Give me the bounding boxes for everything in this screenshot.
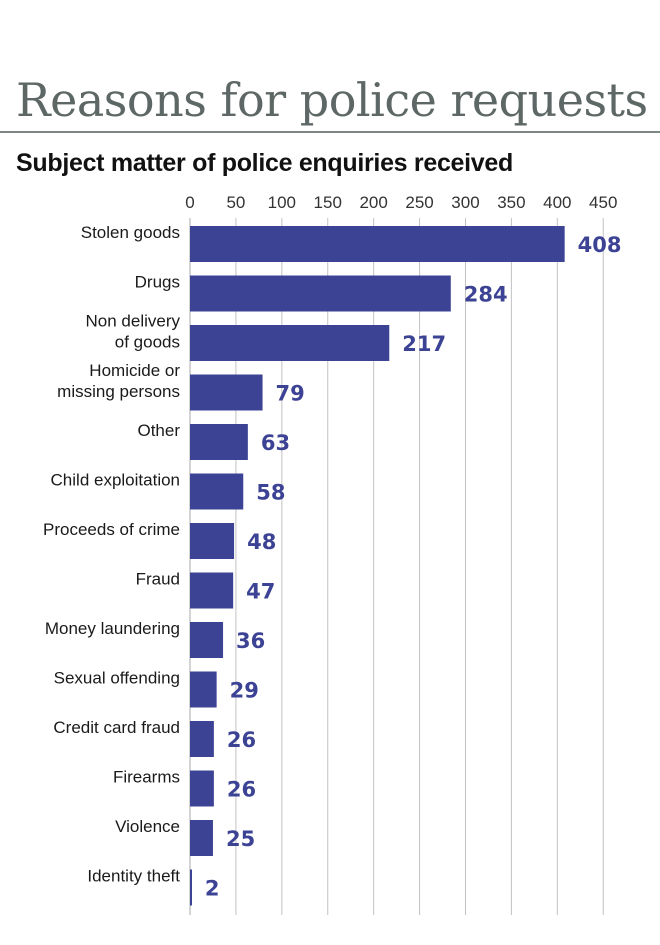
bar <box>190 572 234 609</box>
bar <box>190 820 213 856</box>
category-label: Homicide or <box>89 361 180 380</box>
category-label: Other <box>137 421 180 440</box>
category-label: Identity theft <box>87 867 180 886</box>
category-label: Violence <box>115 817 180 836</box>
bar <box>190 275 451 312</box>
value-label: 26 <box>227 728 256 752</box>
bar <box>190 869 192 906</box>
value-label: 284 <box>464 283 508 307</box>
category-label: Firearms <box>113 768 180 787</box>
category-label: Non delivery <box>86 312 181 331</box>
value-label: 217 <box>402 332 446 356</box>
category-label: Money laundering <box>45 619 180 638</box>
x-tick-label: 150 <box>314 193 342 212</box>
category-label: Sexual offending <box>54 669 180 688</box>
bar <box>190 523 235 559</box>
value-label: 47 <box>246 580 275 604</box>
bar <box>190 770 214 807</box>
x-tick-label: 350 <box>497 193 525 212</box>
value-label: 63 <box>261 431 290 455</box>
x-axis-ticks: 0 50 100 150 200 250 300 350 400 450 <box>185 193 617 212</box>
x-tick-label: 250 <box>405 193 433 212</box>
x-tick-label: 300 <box>451 193 479 212</box>
value-label: 25 <box>226 827 255 851</box>
bar <box>190 721 214 757</box>
value-label: 36 <box>236 629 265 653</box>
category-label: Credit card fraud <box>53 718 180 737</box>
category-label: missing persons <box>57 382 180 401</box>
category-labels: Stolen goods Drugs Non delivery of goods Hom… <box>43 223 180 886</box>
title-divider <box>0 131 660 133</box>
gridlines <box>189 218 604 915</box>
bar <box>190 473 244 510</box>
value-label: 79 <box>276 382 305 406</box>
value-labels: 408 284 217 79 63 58 48 47 36 29 26 26 25 2 <box>205 233 622 901</box>
bar <box>190 622 224 658</box>
x-tick-label: 0 <box>185 193 194 212</box>
x-tick-label: 50 <box>226 193 245 212</box>
category-label: of goods <box>115 333 180 352</box>
x-tick-label: 200 <box>359 193 387 212</box>
bar <box>190 671 217 708</box>
bar <box>190 374 263 411</box>
bars <box>190 226 565 906</box>
value-label: 26 <box>227 778 256 802</box>
bar <box>190 226 565 262</box>
x-tick-label: 450 <box>589 193 617 212</box>
category-label: Child exploitation <box>51 471 180 490</box>
chart-subtitle: Subject matter of police enquiries recei… <box>16 149 513 177</box>
value-label: 29 <box>230 679 259 703</box>
category-label: Stolen goods <box>81 223 180 242</box>
value-label: 58 <box>256 481 285 505</box>
page-title: Reasons for police requests <box>16 73 648 127</box>
x-tick-label: 400 <box>543 193 571 212</box>
category-label: Fraud <box>136 570 180 589</box>
value-label: 408 <box>578 233 622 257</box>
x-tick-label: 100 <box>268 193 296 212</box>
value-label: 2 <box>205 877 220 901</box>
value-label: 48 <box>247 530 276 554</box>
bar <box>190 325 390 361</box>
bar <box>190 424 248 460</box>
category-label: Proceeds of crime <box>43 520 180 539</box>
category-label: Drugs <box>135 273 180 292</box>
